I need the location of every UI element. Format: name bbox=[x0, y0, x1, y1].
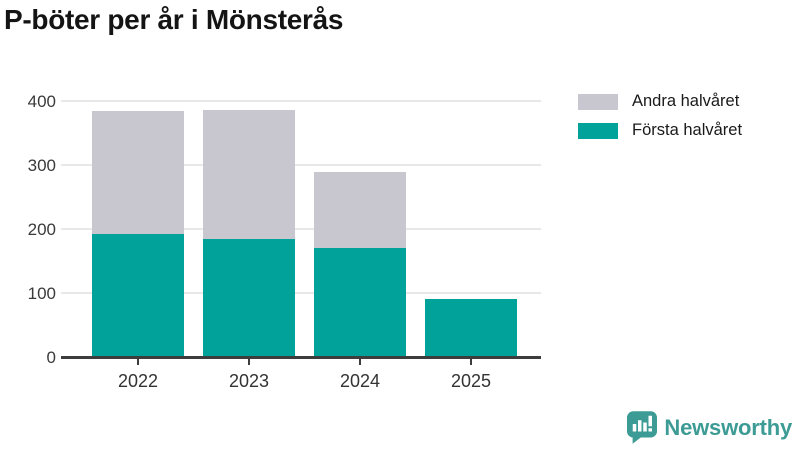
legend-swatch bbox=[578, 93, 618, 110]
gridline-y100 bbox=[61, 292, 541, 295]
chart-title: P-böter per år i Mönsterås bbox=[4, 4, 344, 35]
gridline-y400 bbox=[61, 100, 541, 103]
x-axis-tick-mark bbox=[359, 359, 361, 365]
x-axis-tick-mark bbox=[470, 359, 472, 365]
legend-item: Första halvåret bbox=[578, 121, 742, 140]
y-axis-tick-label: 100 bbox=[27, 284, 56, 304]
y-axis-tick-label: 0 bbox=[46, 348, 56, 367]
bar-segment-2023 bbox=[203, 109, 295, 239]
x-axis-line bbox=[61, 356, 541, 359]
x-axis-tick-label: 2023 bbox=[228, 371, 270, 391]
legend-label: Första halvåret bbox=[632, 121, 743, 139]
bar-segment-2022 bbox=[92, 110, 184, 234]
legend-swatch bbox=[578, 122, 618, 139]
x-axis-tick-mark bbox=[248, 359, 250, 365]
legend-label: Andra halvåret bbox=[632, 92, 740, 110]
bar-segment-2025 bbox=[425, 299, 517, 357]
x-axis-tick-label: 2025 bbox=[450, 371, 492, 391]
newsworthy-wordmark: Newsworthy bbox=[664, 414, 792, 440]
gridline-y300 bbox=[61, 164, 541, 167]
x-axis-tick-mark bbox=[137, 359, 139, 365]
y-axis-tick-label: 400 bbox=[27, 92, 56, 112]
bar-segment-2024 bbox=[314, 171, 406, 248]
newsworthy-logo[interactable]: Newsworthy bbox=[627, 411, 792, 444]
bar-segment-2022 bbox=[92, 233, 184, 357]
bar-segment-2023 bbox=[203, 238, 295, 357]
x-axis-tick-label: 2024 bbox=[339, 371, 381, 391]
x-axis-tick-label: 2022 bbox=[117, 371, 159, 391]
chart-legend: Andra halvåret Första halvåret bbox=[578, 92, 742, 140]
y-axis-tick-label: 200 bbox=[27, 220, 56, 240]
y-axis-tick-label: 300 bbox=[27, 156, 56, 176]
bar-chart-speech-bubble-icon bbox=[627, 411, 658, 444]
gridline-y200 bbox=[61, 228, 541, 231]
legend-item: Andra halvåret bbox=[578, 92, 742, 111]
bar-segment-2024 bbox=[314, 247, 406, 357]
